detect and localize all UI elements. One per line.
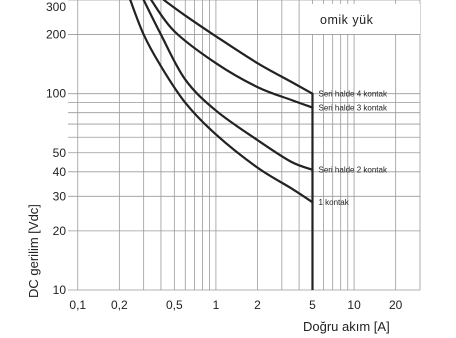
x-tick-label: 20 [389, 298, 403, 312]
x-tick-label: 0,2 [111, 298, 128, 312]
y-tick-label: 40 [53, 165, 67, 179]
x-tick-label: 10 [347, 298, 361, 312]
series-line [129, 0, 314, 204]
plot-area [68, 0, 420, 290]
x-tick-label: 0,1 [69, 298, 86, 312]
x-tick-label: 0,5 [166, 298, 183, 312]
annotation-box [310, 4, 420, 34]
x-axis-label: Doğru akım [A] [303, 319, 390, 334]
series-label: Seri halde 2 kontak [318, 166, 387, 175]
series-line [162, 0, 314, 95]
series-label: 1 kontak [318, 198, 349, 207]
series-line [150, 0, 314, 109]
y-tick-label: 300 [46, 0, 66, 14]
y-axis-label: DC gerilim [Vdc] [26, 204, 41, 298]
y-tick-label: 30 [53, 189, 67, 203]
series-label: Seri halde 3 kontak [318, 104, 387, 113]
series-line [142, 0, 314, 171]
series-label: Seri halde 4 kontak [318, 90, 387, 99]
x-tick-label: 2 [254, 298, 261, 312]
y-tick-label: 100 [46, 87, 66, 101]
series-group [129, 0, 314, 290]
y-tick-label: 50 [53, 146, 67, 160]
curve-labels: Seri halde 4 kontak Seri halde 3 kontak Se… [318, 90, 387, 208]
x-tick-label: 5 [309, 298, 316, 312]
y-tick-label: 200 [46, 28, 66, 42]
y-tick-label: 20 [53, 224, 67, 238]
annotation-text: omik yük [320, 13, 374, 27]
tick-labels: 0,1 0,2 0,5 1 2 5 10 20 10 20 30 40 50 100 200 300 [46, 0, 403, 312]
x-tick-label: 1 [213, 298, 220, 312]
y-tick-label: 10 [53, 283, 67, 297]
